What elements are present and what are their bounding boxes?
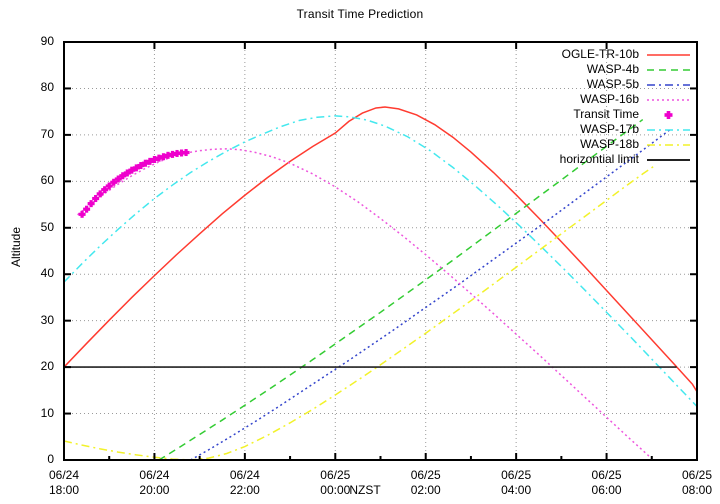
legend-marker-transit-time (664, 111, 673, 119)
series-line-wasp-18b (64, 163, 657, 460)
chart-title: Transit Time Prediction (296, 7, 424, 21)
y-tick-label: 90 (40, 34, 54, 48)
transit-time-points (78, 149, 190, 218)
legend-label-ogle-tr-10b: OGLE-TR-10b (561, 47, 639, 61)
x-tick-label: 06/24 20:00 (139, 468, 170, 497)
x-tick-label: 06/25 08:00 (681, 468, 713, 497)
y-tick-label: 0 (47, 452, 54, 466)
legend-label-wasp-5b: WASP-5b (586, 77, 639, 91)
legend-label-horizontial-limit: horizontial limit (559, 152, 639, 166)
x-tick-label: 06/24 22:00 (229, 468, 260, 497)
series-line-wasp-17b (64, 115, 697, 408)
y-tick-label: 50 (40, 219, 54, 234)
x-tick-label: 06/25 04:00 (501, 468, 532, 497)
x-tick-label: 06/25 02:00 (410, 468, 441, 497)
legend-label-wasp-16b: WASP-16b (580, 92, 639, 106)
y-tick-label: 70 (40, 126, 54, 141)
legend-label-wasp-17b: WASP-17b (580, 122, 639, 136)
y-tick-label: 80 (40, 80, 54, 95)
y-tick-label: 30 (40, 312, 54, 327)
x-axis-title: NZST (349, 483, 381, 497)
series-line-wasp-5b (190, 129, 671, 460)
series-line-wasp-4b (158, 118, 644, 460)
x-tick-label: 06/25 06:00 (591, 468, 622, 497)
y-tick-label: 60 (40, 173, 54, 188)
legend-label-transit-time: Transit Time (573, 107, 639, 121)
x-tick-label: 06/24 18:00 (48, 468, 80, 497)
x-tick-label: 06/25 00:00 (320, 468, 351, 497)
y-tick-label: 20 (40, 359, 54, 374)
y-tick-label: 10 (40, 405, 54, 420)
series-line-ogle-tr-10b (64, 106, 697, 394)
series-line-wasp-16b (77, 148, 653, 460)
legend-label-wasp-18b: WASP-18b (580, 137, 639, 151)
legend-label-wasp-4b: WASP-4b (586, 62, 639, 76)
y-tick-label: 40 (40, 266, 54, 281)
